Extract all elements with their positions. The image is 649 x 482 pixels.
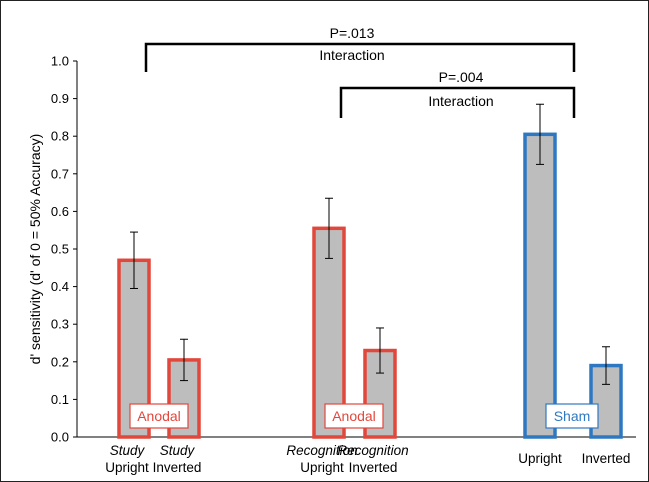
x-category-label-line1: Recognition bbox=[286, 443, 357, 458]
y-tick-label: 0.4 bbox=[51, 279, 69, 294]
significance-bracket bbox=[144, 42, 576, 72]
group-tag-box bbox=[324, 403, 384, 429]
y-tick-label: 0.8 bbox=[51, 129, 69, 144]
bar bbox=[523, 132, 557, 439]
x-category-label-line1: Study bbox=[160, 443, 196, 458]
significance-label: Interaction bbox=[428, 93, 493, 109]
significance-bracket bbox=[339, 86, 576, 118]
y-tick-label: 0.7 bbox=[51, 166, 69, 181]
x-category-label-line2: Upright bbox=[518, 451, 562, 466]
group-tag-box bbox=[545, 403, 599, 429]
significance-label: Interaction bbox=[319, 47, 384, 63]
x-category-label-line2: Inverted bbox=[582, 451, 631, 466]
group-tag-label: Sham bbox=[554, 408, 591, 424]
y-tick-label: 0.5 bbox=[51, 242, 69, 257]
group-tag-label: Anodal bbox=[137, 408, 181, 424]
y-tick-label: 0.1 bbox=[51, 392, 69, 407]
y-tick-label: 0.9 bbox=[51, 91, 69, 106]
group-tag-label: Anodal bbox=[332, 408, 376, 424]
x-category-label-line1: Study bbox=[110, 443, 146, 458]
y-axis-title: d' sensitivity (d' of 0 = 50% Accuracy) bbox=[27, 134, 43, 365]
significance-p-value: P=.013 bbox=[330, 25, 375, 41]
y-tick-label: 0.6 bbox=[51, 204, 69, 219]
y-tick-label: 0.2 bbox=[51, 354, 69, 369]
significance-p-value: P=.004 bbox=[439, 69, 484, 85]
bar bbox=[312, 226, 346, 439]
y-tick-label: 1.0 bbox=[51, 54, 69, 69]
y-tick-label: 0.3 bbox=[51, 317, 69, 332]
x-category-label-line2: Upright bbox=[105, 460, 149, 475]
x-category-label-line1: Recognition bbox=[337, 443, 408, 458]
y-tick-label: 0.0 bbox=[51, 430, 69, 445]
group-tag-box bbox=[129, 403, 189, 429]
x-category-label-line2: Inverted bbox=[349, 460, 398, 475]
x-category-label-line2: Inverted bbox=[153, 460, 202, 475]
x-category-label-line2: Upright bbox=[300, 460, 344, 475]
